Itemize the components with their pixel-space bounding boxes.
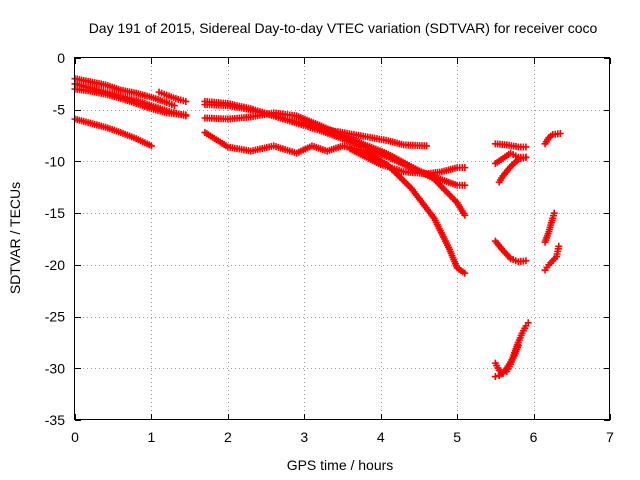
axis-ticks xyxy=(75,58,611,421)
x-tick-label: 5 xyxy=(453,429,461,445)
series-arc-14 xyxy=(491,237,530,266)
x-tick-label: 3 xyxy=(300,429,308,445)
data-point-marker xyxy=(491,373,499,381)
y-tick-label: -10 xyxy=(45,153,65,169)
y-tick-label: -30 xyxy=(45,360,65,376)
y-tick-label: -35 xyxy=(45,412,65,428)
series-arc-3 xyxy=(71,85,190,119)
data-point-marker xyxy=(182,111,190,119)
series-arc-18 xyxy=(541,209,558,246)
data-point-marker xyxy=(524,319,532,327)
data-point-marker xyxy=(461,211,469,219)
series-arc-8 xyxy=(201,109,469,219)
data-point-marker xyxy=(461,164,469,172)
series-arc-10 xyxy=(346,145,469,178)
series-arc-9 xyxy=(201,128,469,277)
data-point-marker xyxy=(399,176,407,184)
plot-frame xyxy=(74,57,610,420)
y-tick-label: -15 xyxy=(45,205,65,221)
y-tick-label: -25 xyxy=(45,309,65,325)
data-point-marker xyxy=(396,173,404,181)
data-point-marker xyxy=(522,257,530,265)
y-tick-label: 0 xyxy=(57,50,65,66)
series-arc-11 xyxy=(491,140,530,151)
data-point-marker xyxy=(550,209,558,217)
x-tick-label: 2 xyxy=(224,429,232,445)
x-tick-label: 7 xyxy=(606,429,614,445)
data-point-marker xyxy=(522,143,530,151)
data-point-marker xyxy=(401,178,409,186)
x-tick-label: 1 xyxy=(148,429,156,445)
data-point-marker xyxy=(182,97,190,105)
x-axis-label: GPS time / hours xyxy=(287,457,394,473)
data-point-marker xyxy=(461,269,469,277)
y-tick-label: -5 xyxy=(53,102,66,118)
series-arc-16 xyxy=(491,342,522,381)
data-point-marker xyxy=(556,130,564,138)
x-tick-labels: 0 1 2 3 4 5 6 7 xyxy=(71,429,614,445)
data-point-marker xyxy=(461,181,469,189)
data-point-marker xyxy=(522,153,530,161)
y-tick-label: -20 xyxy=(45,257,65,273)
data-point-marker xyxy=(404,181,412,189)
series-arc-5 xyxy=(155,88,190,105)
data-point-marker xyxy=(170,102,178,110)
series-arc-13 xyxy=(495,153,530,186)
data-point-marker xyxy=(423,142,431,150)
y-tick-labels: 0 -5 -10 -15 -20 -25 -30 -35 xyxy=(45,50,65,428)
data-point-marker xyxy=(147,142,155,150)
x-tick-label: 4 xyxy=(377,429,385,445)
data-point-marker xyxy=(555,242,563,250)
series-arc-4 xyxy=(71,115,155,150)
x-tick-label: 0 xyxy=(71,429,79,445)
series-arc-19 xyxy=(541,242,563,274)
data-point-marker xyxy=(402,179,410,187)
data-points xyxy=(71,75,564,381)
x-tick-label: 6 xyxy=(530,429,538,445)
series-arc-17 xyxy=(541,130,564,148)
data-point-marker xyxy=(397,175,405,183)
data-point-marker xyxy=(514,342,522,350)
series-arc-7 xyxy=(201,101,469,189)
chart-title: Day 191 of 2015, Sidereal Day-to-day VTE… xyxy=(89,20,598,36)
y-axis-label: SDTVAR / TECUs xyxy=(7,182,23,294)
